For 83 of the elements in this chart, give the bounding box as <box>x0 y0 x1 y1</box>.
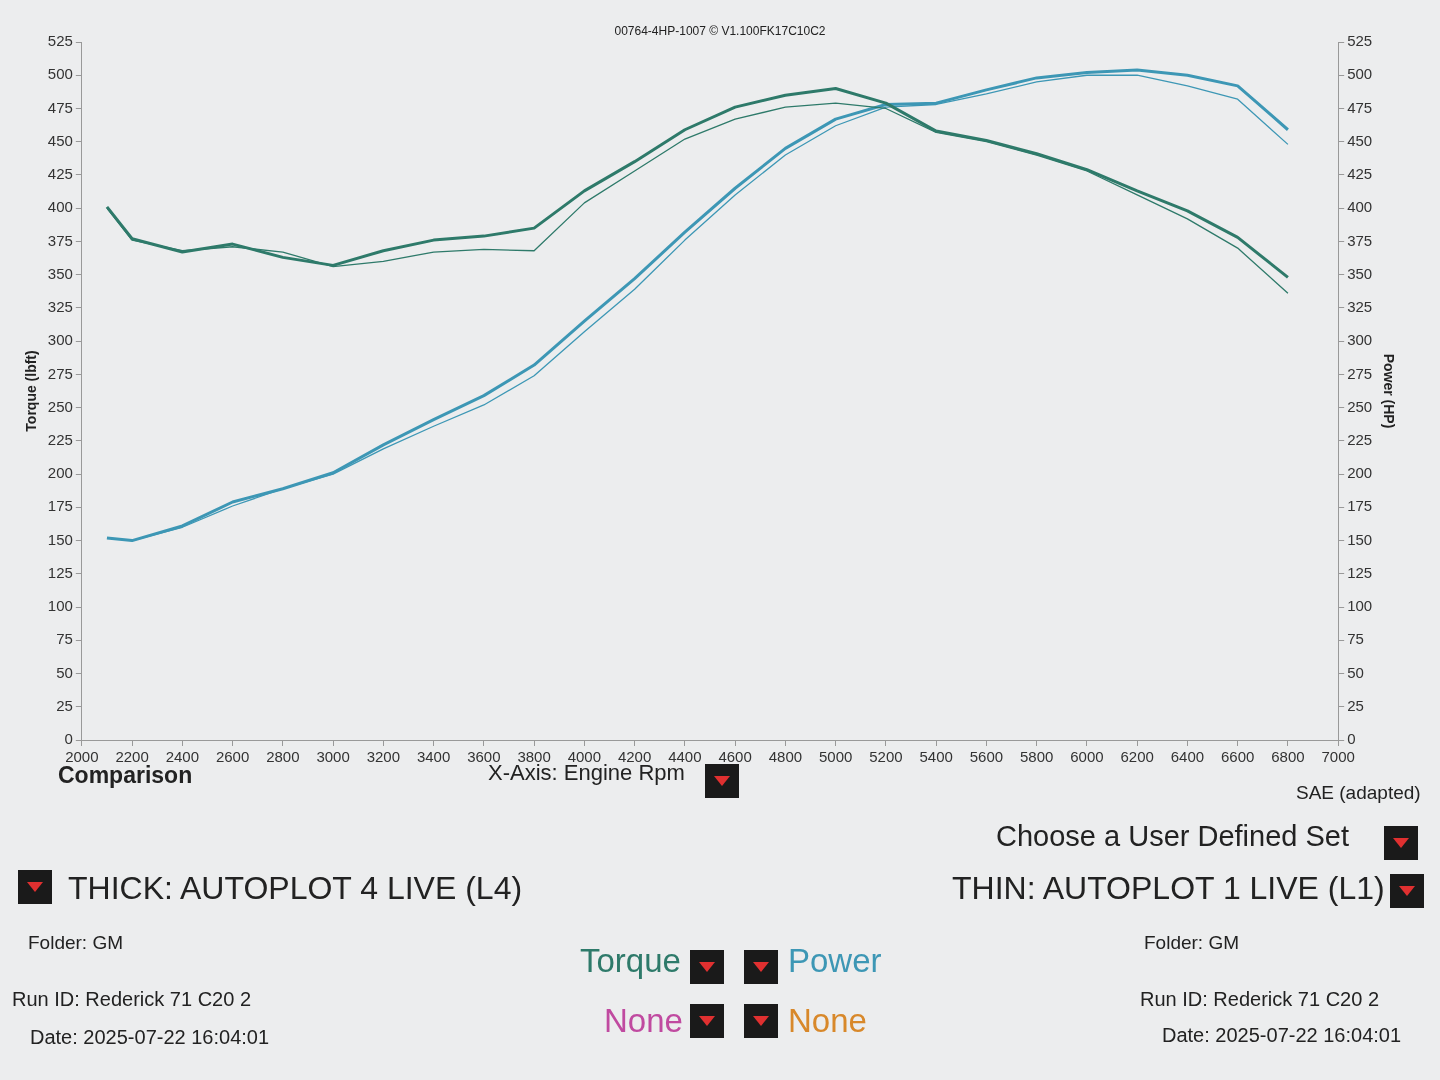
y-tick-label: 400 <box>47 198 73 216</box>
x-tick-label: 6800 <box>1271 748 1305 766</box>
x-tick-label: 7000 <box>1321 748 1355 766</box>
y2-axis-title: Power (HP) <box>1380 353 1397 429</box>
y2-tick-label: 50 <box>1347 663 1364 681</box>
y-tick-label: 475 <box>47 98 73 116</box>
x-tick-label: 4800 <box>768 748 803 766</box>
text: Run ID: Rederick 71 C20 2 <box>12 988 252 1011</box>
x-tick-label: 5600 <box>969 748 1004 766</box>
y-tick-label: 300 <box>47 331 73 349</box>
y-tick-label: 425 <box>47 165 73 183</box>
y2-tick-label: 250 <box>1347 397 1373 415</box>
y-tick-label: 125 <box>47 563 73 581</box>
y-axis-title: Torque (lbft) <box>23 350 40 432</box>
y2-tick-label: 450 <box>1347 131 1373 149</box>
y-tick-label: 450 <box>47 131 73 149</box>
x-tick-label: 5800 <box>1019 748 1054 766</box>
text: THIN: AUTOPLOT 1 LIVE (L1) <box>952 870 1385 907</box>
y2-tick-label: 300 <box>1347 331 1373 349</box>
text: Folder: GM <box>28 932 124 954</box>
x-tick-label: 5000 <box>818 748 853 766</box>
text: Choose a User Defined Set <box>996 820 1350 853</box>
text: None <box>788 1002 867 1040</box>
y2-tick-label: 425 <box>1347 165 1373 183</box>
y-tick-label: 525 <box>47 32 73 50</box>
x-tick-label: 4600 <box>718 748 752 766</box>
text: None <box>604 1002 683 1040</box>
x-tick-label: 2600 <box>215 748 250 766</box>
x-tick-label: 3400 <box>416 748 451 766</box>
y-tick-label: 75 <box>56 630 73 648</box>
y-tick-label: 325 <box>47 298 73 316</box>
y-tick-label: 100 <box>47 597 73 615</box>
text: Date: 2025-07-22 16:04:01 <box>1162 1024 1402 1047</box>
chart-title: 00764-4HP-1007 © V1.100FK17C10C2 <box>614 24 826 38</box>
x-tick-label: 6000 <box>1070 748 1104 766</box>
y2-tick-label: 200 <box>1347 464 1373 482</box>
y2-tick-label: 500 <box>1347 65 1373 83</box>
x-tick-label: 4400 <box>668 748 702 766</box>
y-tick-label: 150 <box>47 530 73 548</box>
y-tick-label: 0 <box>64 730 73 748</box>
y-tick-label: 350 <box>47 264 73 282</box>
y-tick-label: 250 <box>47 397 73 415</box>
x-tick-label: 5400 <box>919 748 953 766</box>
y2-tick-label: 275 <box>1347 364 1373 382</box>
text: SAE (adapted) <box>1296 782 1421 804</box>
text: Torque <box>580 942 681 980</box>
text: Folder: GM <box>1144 932 1240 954</box>
x-tick-label: 2800 <box>266 748 300 766</box>
y2-tick-label: 400 <box>1347 198 1373 216</box>
y2-tick-label: 175 <box>1347 497 1373 515</box>
y2-tick-label: 325 <box>1347 298 1373 316</box>
x-tick-label: 6600 <box>1220 748 1255 766</box>
x-tick-label: 6200 <box>1120 748 1154 766</box>
x-tick-label: 5200 <box>869 748 903 766</box>
x-tick-label: 3600 <box>467 748 501 766</box>
y-tick-label: 175 <box>47 497 73 515</box>
text: THICK: AUTOPLOT 4 LIVE (L4) <box>68 870 523 907</box>
y-tick-label: 275 <box>47 364 73 382</box>
x-tick-label: 3200 <box>366 748 401 766</box>
y-tick-label: 25 <box>56 696 73 714</box>
y2-tick-label: 150 <box>1347 530 1373 548</box>
text: Date: 2025-07-22 16:04:01 <box>30 1026 270 1049</box>
y2-tick-label: 525 <box>1347 32 1373 50</box>
y2-tick-label: 225 <box>1347 431 1373 448</box>
x-tick-label: 6400 <box>1170 748 1205 766</box>
y2-tick-label: 0 <box>1347 730 1356 748</box>
y2-tick-label: 350 <box>1347 264 1373 282</box>
y2-tick-label: 475 <box>1347 98 1373 116</box>
y-tick-label: 225 <box>47 431 73 448</box>
y2-tick-label: 375 <box>1347 231 1373 249</box>
y-tick-label: 500 <box>47 65 73 83</box>
x-tick-label: 3000 <box>316 748 350 766</box>
y2-tick-label: 125 <box>1347 563 1373 581</box>
y2-tick-label: 25 <box>1347 696 1364 714</box>
y-tick-label: 375 <box>47 231 73 249</box>
y-tick-label: 200 <box>47 464 73 482</box>
x-tick-label: 4000 <box>567 748 602 766</box>
y2-tick-label: 75 <box>1347 630 1364 648</box>
text: Power <box>788 942 882 980</box>
text: Run ID: Rederick 71 C20 2 <box>1140 988 1380 1011</box>
y-tick-label: 50 <box>56 663 73 681</box>
y2-tick-label: 100 <box>1347 597 1373 615</box>
x-tick-label: 4200 <box>617 748 652 766</box>
